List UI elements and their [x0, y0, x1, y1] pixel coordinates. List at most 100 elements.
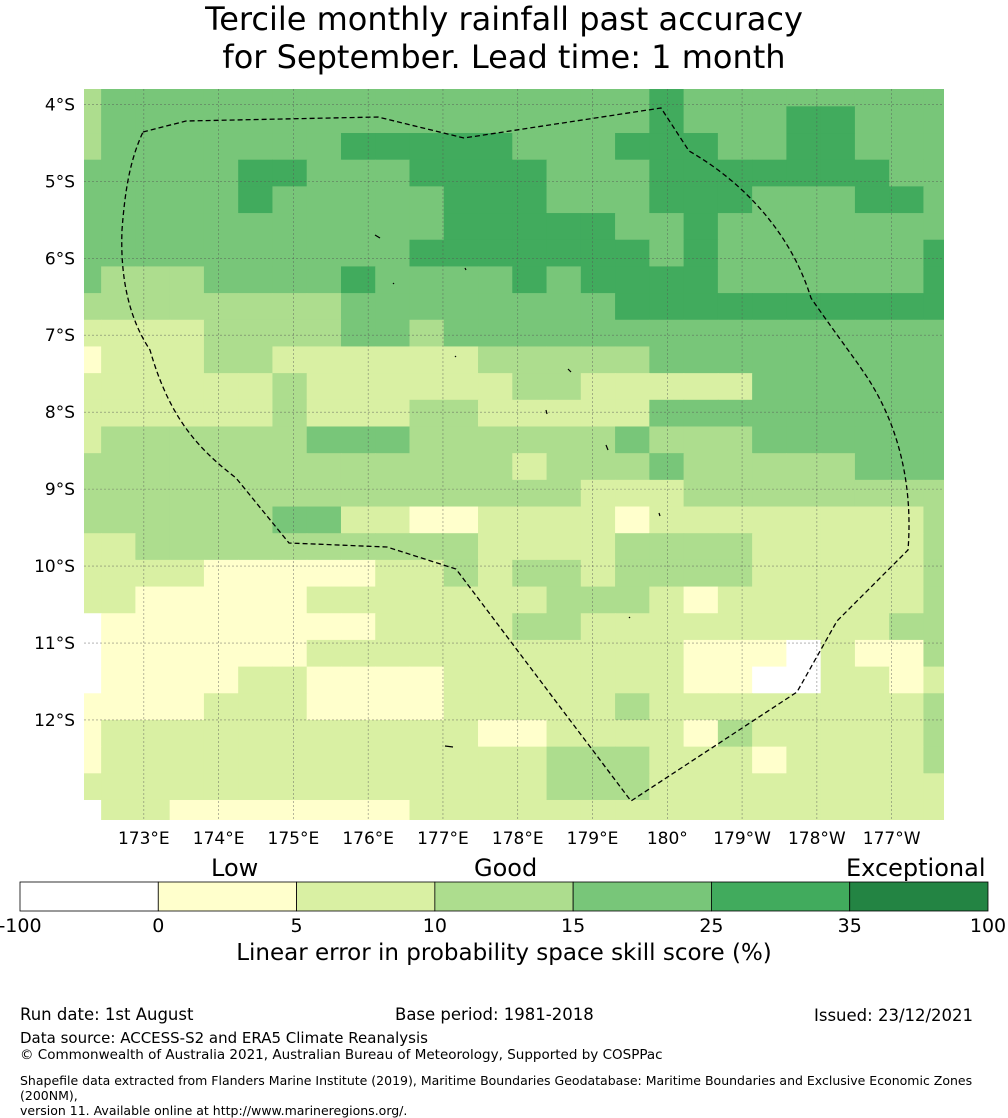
skill-cell	[649, 106, 685, 134]
skill-cell	[375, 239, 411, 268]
skill-cell	[101, 186, 136, 214]
skill-cell	[409, 373, 445, 401]
skill-cell	[546, 533, 582, 561]
skill-cell	[580, 533, 616, 561]
skill-cell	[546, 133, 582, 161]
skill-cell	[84, 426, 102, 454]
skill-cell	[752, 453, 787, 481]
skill-cell	[203, 719, 239, 748]
skill-cell	[717, 239, 753, 268]
skill-cell	[340, 506, 376, 534]
skill-cell	[889, 799, 925, 820]
skill-cell	[203, 293, 239, 321]
skill-cell	[135, 186, 171, 214]
skill-cell	[306, 89, 342, 107]
skill-cell	[478, 799, 513, 820]
island-outline	[628, 616, 631, 619]
skill-cell	[649, 559, 685, 588]
skill-cell	[889, 106, 925, 134]
skill-cell	[717, 666, 753, 694]
skill-cell	[786, 693, 822, 721]
skill-cell	[375, 586, 411, 614]
skill-cell	[84, 186, 102, 214]
skill-cell	[546, 186, 582, 214]
skill-cell	[854, 133, 890, 161]
skill-cell	[375, 613, 411, 641]
island-outline	[545, 409, 548, 415]
skill-cell	[546, 559, 582, 588]
skill-cell	[889, 133, 925, 161]
skill-cell	[512, 613, 548, 641]
skill-cell	[238, 186, 274, 214]
skill-cell	[889, 89, 925, 107]
skill-cell	[203, 746, 239, 774]
run-date: Run date: 1st August	[20, 1005, 194, 1024]
skill-cell	[272, 586, 308, 614]
skill-cell	[135, 479, 171, 508]
skill-cell	[443, 89, 479, 107]
skill-cell	[169, 479, 205, 508]
skill-cell	[203, 506, 239, 534]
skill-cell	[717, 133, 753, 161]
skill-cell	[512, 479, 548, 508]
skill-cell	[580, 239, 616, 268]
skill-cell	[203, 799, 239, 820]
skill-cell	[649, 639, 685, 668]
skill-cell	[84, 719, 102, 748]
skill-cell	[717, 106, 753, 134]
skill-cell	[306, 453, 342, 481]
skill-cell	[512, 319, 548, 348]
shapefile-credit-line-2: version 11. Available online at http://w…	[20, 1103, 408, 1118]
skill-cell	[375, 506, 411, 534]
skill-cell	[84, 613, 102, 641]
skill-cell	[169, 266, 205, 294]
skill-cell	[752, 559, 787, 588]
island-outline	[658, 512, 661, 517]
skill-cell	[306, 373, 342, 401]
skill-cell	[649, 239, 685, 268]
skill-cell	[340, 586, 376, 614]
skill-cell	[820, 693, 856, 721]
skill-cell	[717, 773, 753, 801]
skill-cell	[478, 693, 513, 721]
skill-cell	[203, 266, 239, 294]
skill-cell	[854, 426, 890, 454]
skill-cell	[478, 399, 513, 428]
skill-cell	[854, 533, 890, 561]
skill-cell	[409, 693, 445, 721]
skill-cell	[512, 213, 548, 241]
skill-cell	[923, 533, 944, 561]
skill-cell	[84, 159, 102, 187]
skill-cell	[478, 453, 513, 481]
skill-cell	[649, 266, 685, 294]
skill-cell	[717, 533, 753, 561]
skill-cell	[101, 479, 136, 508]
skill-cell	[923, 453, 944, 481]
skill-cell	[340, 399, 376, 428]
colorbar-tick: 25	[699, 915, 723, 937]
eez-dashed-line	[121, 107, 910, 802]
skill-cell	[512, 506, 548, 534]
skill-cell	[84, 346, 102, 374]
skill-cell	[786, 639, 822, 668]
skill-cell	[135, 639, 171, 668]
skill-cell	[238, 799, 274, 820]
skill-cell	[84, 773, 102, 801]
skill-cell	[340, 159, 376, 187]
skill-cell	[752, 799, 787, 820]
skill-cell	[101, 586, 136, 614]
skill-cell	[889, 399, 925, 428]
skill-cell	[615, 159, 650, 187]
skill-cell	[580, 613, 616, 641]
skill-cell	[820, 613, 856, 641]
skill-cell	[752, 213, 787, 241]
skill-cell	[272, 613, 308, 641]
skill-cell	[717, 89, 753, 107]
skill-cell	[478, 746, 513, 774]
skill-cell	[683, 213, 719, 241]
skill-cell	[340, 239, 376, 268]
skill-cell	[238, 213, 274, 241]
skill-cell	[580, 773, 616, 801]
skill-cell	[272, 133, 308, 161]
skill-cell	[478, 719, 513, 748]
